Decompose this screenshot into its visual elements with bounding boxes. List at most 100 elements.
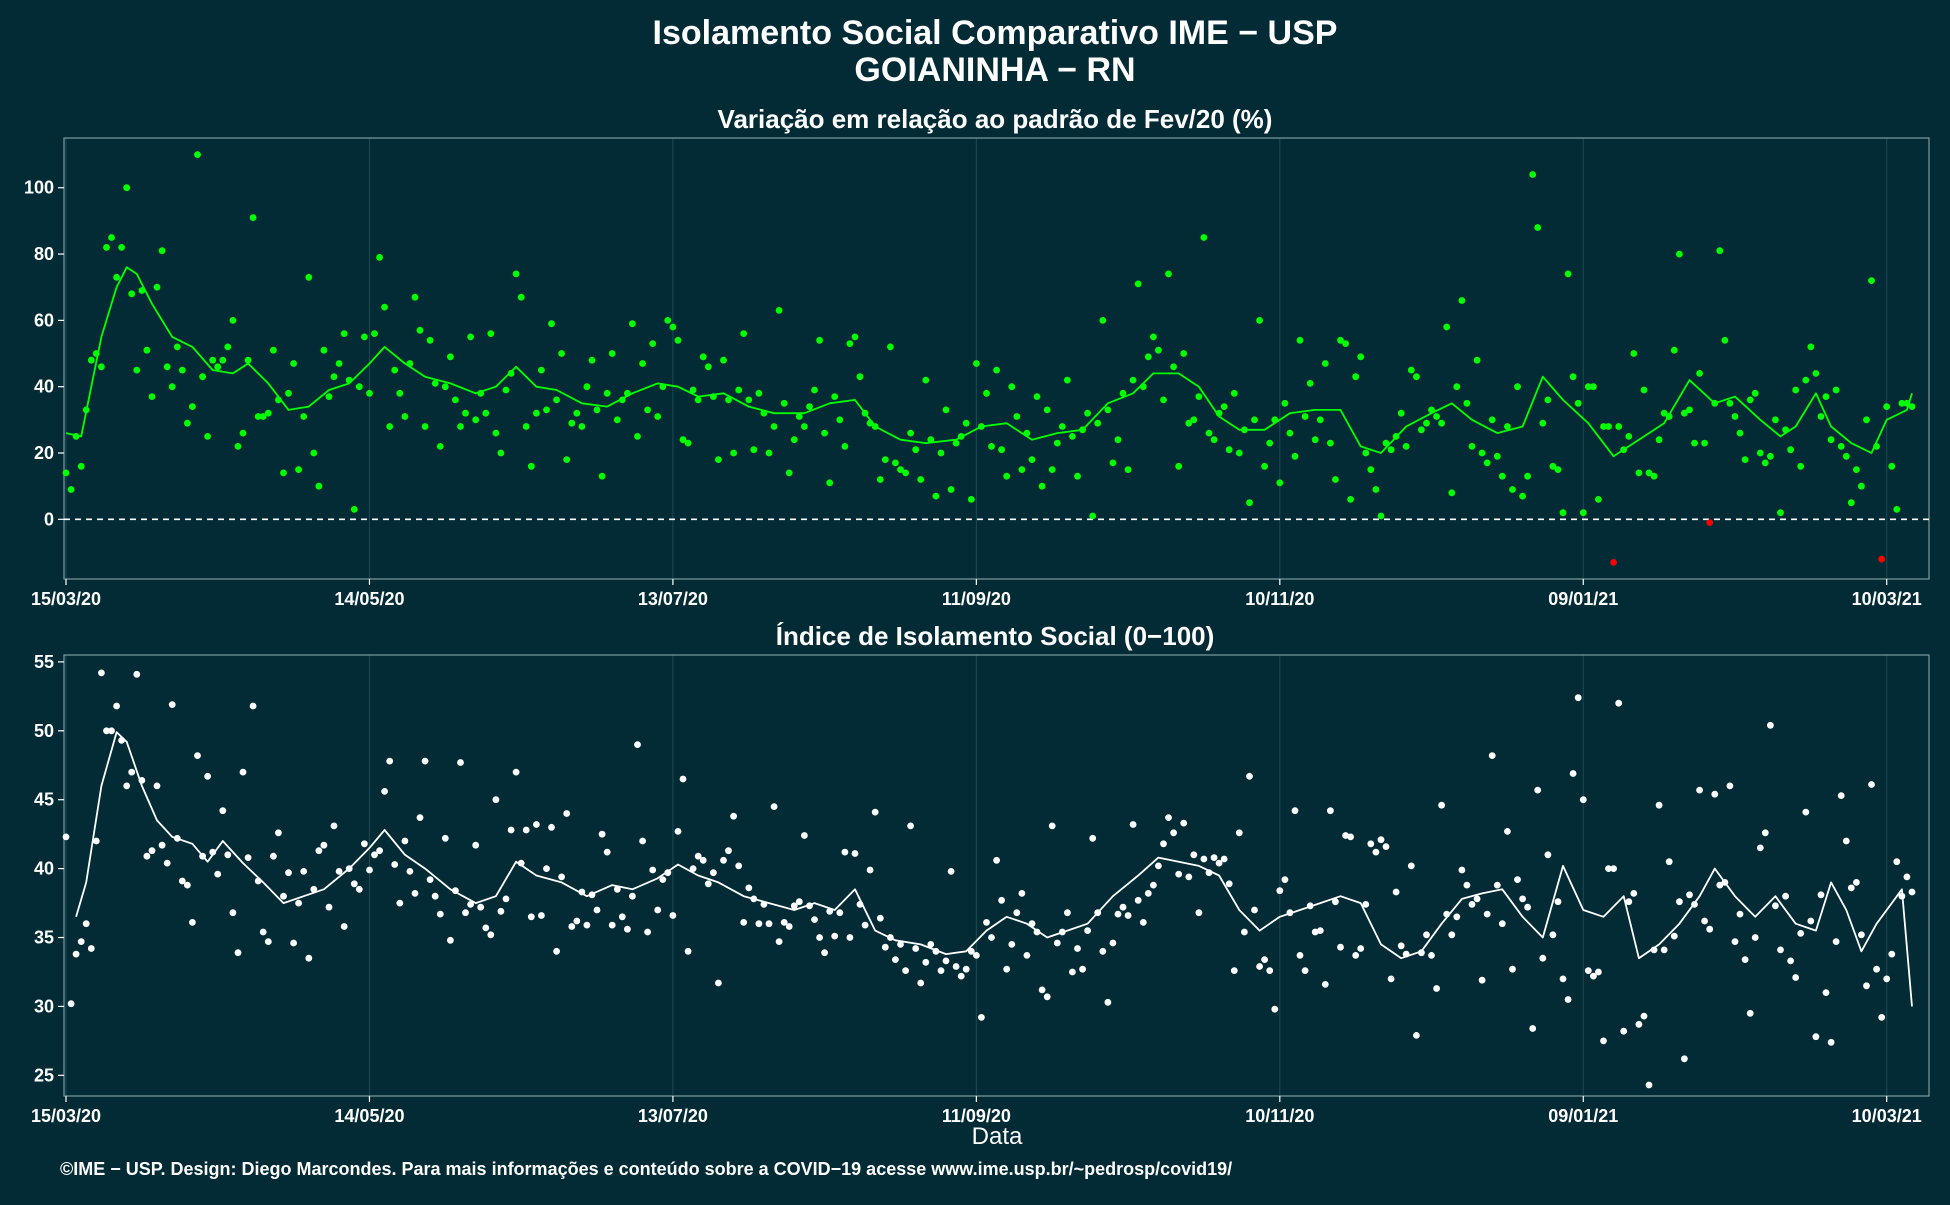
- data-point: [669, 912, 677, 919]
- data-point: [259, 413, 267, 420]
- data-point: [275, 396, 282, 404]
- data-point: [1225, 446, 1233, 454]
- data-point: [790, 902, 798, 910]
- data-point: [1822, 393, 1830, 400]
- data-point: [1407, 366, 1415, 374]
- data-point: [618, 396, 626, 404]
- data-point: [780, 399, 788, 407]
- data-point: [967, 496, 975, 503]
- data-point: [1893, 858, 1901, 866]
- data-point: [1038, 986, 1046, 994]
- data-point: [912, 945, 920, 952]
- data-point: [1296, 952, 1304, 959]
- data-point: [624, 925, 631, 933]
- data-point: [806, 902, 813, 910]
- data-point: [1574, 694, 1582, 702]
- data-point: [1670, 346, 1678, 354]
- data-point: [275, 829, 282, 837]
- data-point: [396, 899, 404, 907]
- data-point: [421, 423, 429, 430]
- data-point: [492, 796, 500, 804]
- data-point: [1716, 881, 1724, 889]
- data-point: [411, 890, 419, 897]
- x-tick-label: 14/05/20: [334, 589, 404, 609]
- data-point: [1665, 858, 1673, 866]
- data-point: [1205, 869, 1213, 877]
- data-point: [533, 409, 540, 417]
- data-point: [927, 941, 935, 948]
- data-point: [770, 803, 778, 810]
- data-point: [1261, 462, 1268, 470]
- data-point: [1873, 965, 1880, 973]
- data-point: [1013, 413, 1021, 420]
- data-point: [704, 363, 712, 371]
- data-point: [1230, 967, 1238, 974]
- data-point: [1433, 413, 1440, 420]
- data-point: [264, 409, 272, 417]
- data-point: [163, 363, 171, 371]
- data-point: [173, 834, 181, 842]
- data-point: [988, 934, 995, 941]
- data-point: [72, 950, 80, 958]
- data-point: [1443, 910, 1451, 918]
- data-point: [1215, 409, 1223, 417]
- data-point: [1686, 891, 1693, 899]
- data-point: [1797, 930, 1805, 937]
- data-point: [907, 429, 914, 437]
- data-point: [300, 868, 308, 875]
- data-point: [194, 752, 201, 759]
- data-point: [1170, 363, 1177, 371]
- data-point: [143, 346, 151, 354]
- data-point: [1847, 884, 1855, 892]
- data-point: [1645, 1081, 1653, 1089]
- data-point: [967, 947, 975, 955]
- data-point: [1625, 898, 1633, 906]
- data-point: [1104, 406, 1112, 414]
- data-point: [426, 876, 434, 883]
- data-point: [1691, 439, 1698, 447]
- data-point: [355, 383, 363, 391]
- data-point: [431, 892, 439, 900]
- data-point: [1812, 370, 1820, 377]
- data-point: [224, 343, 232, 351]
- data-point: [725, 396, 732, 404]
- data-point: [720, 856, 727, 864]
- data-point: [613, 416, 621, 424]
- data-point: [1787, 957, 1794, 965]
- data-point: [1392, 433, 1400, 440]
- data-point: [775, 938, 783, 945]
- data-point: [462, 409, 469, 417]
- data-point: [1539, 954, 1547, 962]
- data-point: [1281, 876, 1289, 883]
- data-point: [1352, 952, 1360, 959]
- data-point: [1837, 792, 1845, 799]
- data-point: [168, 383, 176, 391]
- data-point: [1635, 469, 1643, 477]
- data-point: [1610, 865, 1617, 872]
- data-point: [1246, 499, 1253, 507]
- data-point: [1215, 859, 1223, 867]
- data-point: [613, 885, 621, 893]
- data-point: [831, 932, 839, 940]
- data-point: [1630, 890, 1638, 897]
- data-point: [1382, 843, 1390, 850]
- data-point: [957, 972, 965, 980]
- data-point: [811, 916, 818, 923]
- data-point: [436, 443, 444, 450]
- data-point: [1064, 909, 1071, 917]
- data-point: [376, 254, 383, 261]
- data-point: [1473, 356, 1481, 364]
- data-point: [1266, 967, 1274, 974]
- data-point: [1418, 426, 1425, 434]
- data-point: [92, 350, 100, 357]
- data-point: [1023, 429, 1031, 437]
- data-point: [770, 423, 778, 430]
- data-point: [77, 462, 85, 470]
- data-point: [431, 380, 439, 387]
- variation-panel: 0 20 40 60 80 100 15/03/20 14/05/20 13/07/20 11/0…: [24, 137, 1930, 609]
- data-point: [533, 821, 540, 828]
- data-point: [128, 768, 136, 776]
- data-point: [618, 913, 626, 921]
- data-point: [330, 373, 338, 381]
- data-point: [871, 423, 879, 430]
